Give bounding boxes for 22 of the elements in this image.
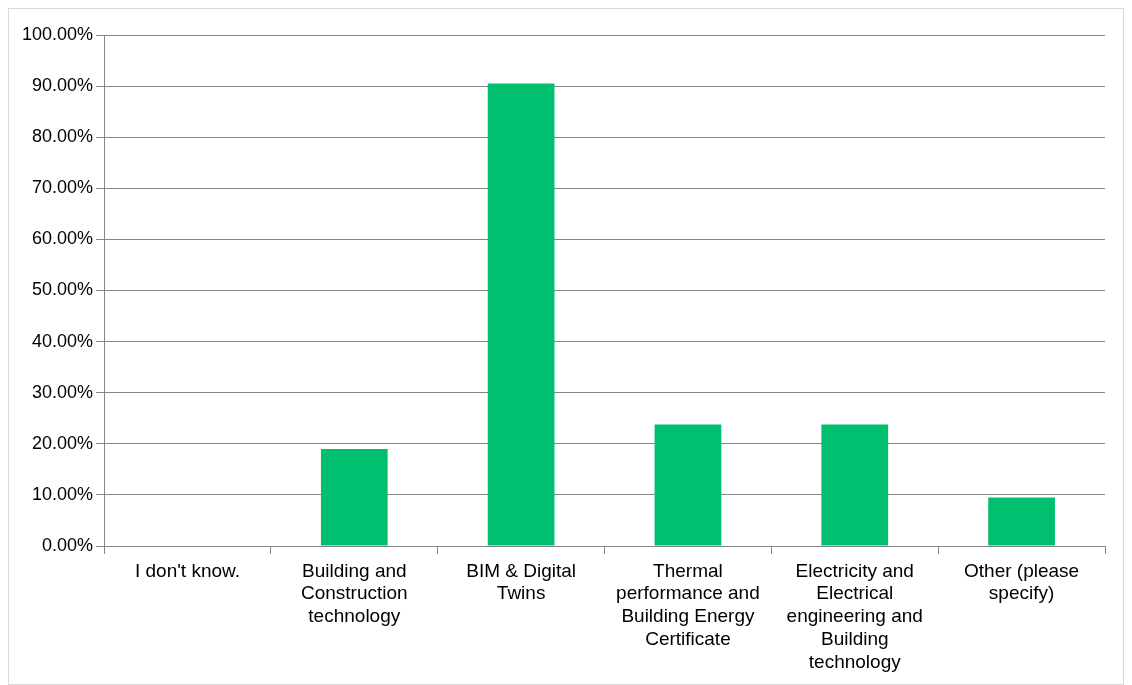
x-tick-label: Building and Construction technology	[300, 559, 408, 627]
bar	[988, 497, 1055, 546]
bar	[821, 424, 889, 546]
y-tick-label: 30.00%	[32, 381, 94, 402]
x-tick-label: I don't know.	[134, 559, 240, 581]
bar	[487, 83, 555, 546]
y-tick-label: 10.00%	[32, 483, 94, 504]
x-tick-label: Thermal performance and Building Energy Certificate	[616, 559, 760, 650]
x-tick-label: BIM & Digital Twins	[466, 559, 577, 604]
x-tick-label: Electricity and Electrical engineering and Building technology	[786, 559, 923, 672]
y-tick-label: 60.00%	[32, 228, 94, 249]
y-tick-label: 40.00%	[32, 330, 94, 351]
x-tick-label: Other (please specify)	[964, 559, 1080, 604]
y-tick-label: 50.00%	[32, 279, 94, 300]
y-tick-label: 0.00%	[42, 534, 94, 555]
y-tick-label: 100.00%	[22, 23, 94, 44]
y-tick-label: 90.00%	[32, 75, 94, 96]
bar	[320, 448, 388, 546]
y-tick-label: 80.00%	[32, 126, 94, 147]
bar	[654, 424, 722, 546]
y-tick-label: 70.00%	[32, 177, 94, 198]
y-tick-label: 20.00%	[32, 432, 94, 453]
